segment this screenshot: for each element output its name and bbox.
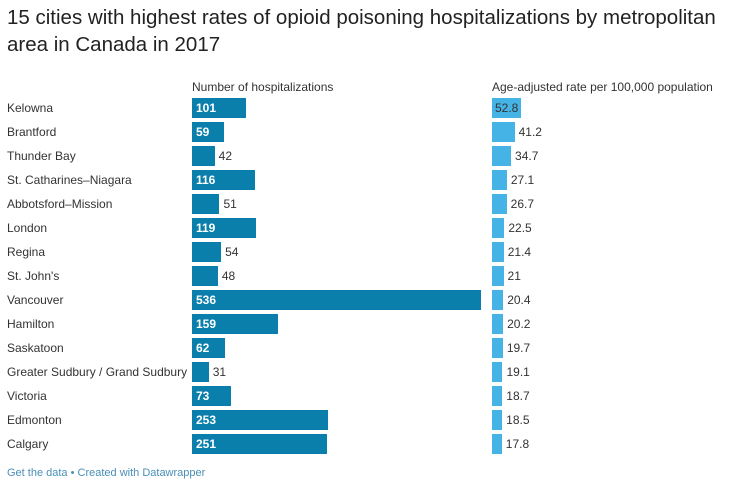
rate-label: 52.8 (495, 101, 519, 115)
category-label: Abbotsford–Mission (7, 197, 113, 211)
rate-bar (492, 242, 504, 262)
category-label: St. Catharines–Niagara (7, 173, 132, 187)
rate-label: 19.7 (506, 341, 531, 355)
rate-label: 20.2 (507, 317, 531, 331)
count-bar (192, 338, 226, 358)
category-label: Greater Sudbury / Grand Sudbury (7, 365, 188, 379)
count-label: 73 (196, 389, 210, 403)
category-label: Hamilton (7, 317, 55, 331)
rate-label: 41.2 (518, 125, 542, 139)
rate-label: 22.5 (508, 221, 532, 235)
count-bar (192, 266, 218, 286)
count-bar (192, 98, 247, 118)
count-bar (192, 386, 232, 406)
count-label: 31 (212, 365, 227, 379)
rate-bar (492, 434, 502, 454)
rate-bar (492, 290, 504, 310)
count-label: 62 (196, 341, 210, 355)
category-label: Edmonton (7, 413, 62, 427)
category-label: Kelowna (7, 101, 54, 115)
count-bar (192, 434, 328, 454)
footer: Get the data • Created with Datawrapper (7, 467, 205, 479)
count-label: 42 (218, 149, 232, 163)
count-bar (192, 242, 222, 262)
count-label: 51 (223, 197, 237, 211)
category-label: Saskatoon (7, 341, 64, 355)
rate-bar (492, 266, 504, 286)
count-label: 119 (196, 221, 216, 235)
rate-bar (492, 218, 505, 238)
category-label: Victoria (7, 389, 47, 403)
category-label: Brantford (7, 125, 57, 139)
count-bar (192, 314, 278, 334)
footer-separator: • (67, 467, 78, 479)
category-label: Vancouver (7, 293, 64, 307)
rate-label: 19.1 (506, 365, 530, 379)
count-bar (192, 170, 255, 190)
count-bar (192, 290, 481, 310)
count-label: 54 (225, 245, 239, 259)
column-header-count: Number of hospitalizations (192, 80, 334, 94)
rate-bar (492, 410, 503, 430)
category-label: St. John's (7, 269, 60, 283)
count-bar (192, 410, 329, 430)
rate-bar (492, 122, 515, 142)
category-label: Calgary (7, 437, 49, 451)
count-label: 253 (196, 413, 217, 427)
rate-label: 26.7 (510, 197, 535, 211)
count-bar (192, 362, 209, 382)
column-header-rate: Age-adjusted rate per 100,000 population (492, 80, 713, 94)
rate-bar (492, 170, 507, 190)
rate-label: 21.4 (507, 245, 532, 259)
rate-bar (492, 314, 504, 334)
category-label: London (7, 221, 48, 235)
count-label: 59 (196, 125, 210, 139)
count-label: 159 (196, 317, 217, 331)
rate-label: 34.7 (515, 149, 539, 163)
count-label: 251 (196, 437, 217, 451)
datawrapper-link[interactable]: Created with Datawrapper (77, 467, 206, 479)
count-bar (192, 146, 215, 166)
count-bar (192, 218, 257, 238)
rate-label: 18.7 (506, 389, 530, 403)
rate-label: 20.4 (507, 293, 531, 307)
category-label: Thunder Bay (7, 149, 76, 163)
rate-bar (492, 338, 503, 358)
get-data-link[interactable]: Get the data (7, 467, 68, 479)
category-label: Regina (7, 245, 46, 259)
rate-bar (492, 146, 512, 166)
rate-bar (492, 362, 503, 382)
count-label: 101 (196, 101, 217, 115)
count-bar (192, 194, 220, 214)
rate-label: 27.1 (510, 173, 535, 187)
count-bar (192, 122, 224, 142)
rate-label: 18.5 (506, 413, 530, 427)
count-label: 536 (196, 293, 217, 307)
count-label: 116 (196, 173, 216, 187)
rate-label: 17.8 (505, 437, 530, 451)
rate-label: 21 (507, 269, 521, 283)
count-label: 48 (221, 269, 236, 283)
rate-bar (492, 386, 503, 406)
rate-bar (492, 98, 521, 118)
rate-bar (492, 194, 507, 214)
chart-title: 15 cities with highest rates of opioid p… (7, 6, 716, 56)
